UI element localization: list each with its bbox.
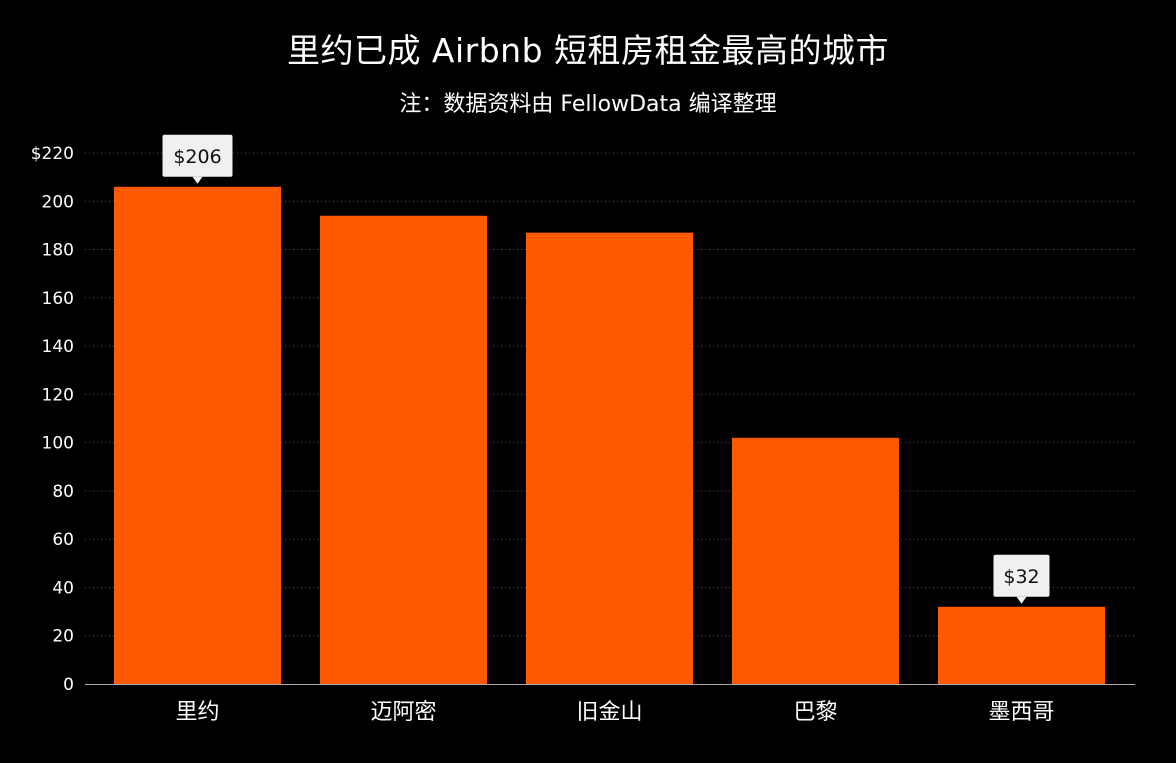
y-tick-label: $220 <box>31 144 74 164</box>
bar <box>732 437 899 684</box>
data-label-callout: $32 <box>993 554 1050 604</box>
y-tick-label: 60 <box>52 530 74 550</box>
data-label-callout: $206 <box>162 134 233 184</box>
x-category-label: 里约 <box>175 700 219 725</box>
x-axis-categories: 里约 迈阿密 旧金山 巴黎 墨西哥 <box>175 700 1054 725</box>
callout-box <box>993 554 1050 597</box>
callout-pointer <box>192 176 203 184</box>
y-axis-ticks: 0 20 40 60 80 100 120 140 160 180 200 $220 <box>31 144 74 695</box>
y-tick-label: 120 <box>42 385 74 405</box>
x-category-label: 墨西哥 <box>988 700 1054 725</box>
bar <box>938 606 1105 684</box>
y-tick-label: 20 <box>52 627 74 647</box>
bar <box>526 232 693 684</box>
x-category-label: 迈阿密 <box>370 700 436 725</box>
bar <box>114 186 281 685</box>
callout-box <box>162 134 233 177</box>
data-label-callouts: $206 $32 <box>162 134 1050 604</box>
y-tick-label: 160 <box>42 289 74 309</box>
y-tick-label: 200 <box>42 192 74 212</box>
x-category-label: 巴黎 <box>793 700 837 725</box>
bars <box>114 186 1105 685</box>
x-category-label: 旧金山 <box>576 700 642 725</box>
bar <box>320 215 487 684</box>
y-tick-label: 140 <box>42 337 74 357</box>
y-tick-label: 180 <box>42 241 74 261</box>
y-tick-label: 80 <box>52 482 74 502</box>
data-label: $206 <box>173 146 221 168</box>
chart-title: 里约已成 Airbnb 短租房租金最高的城市 <box>286 31 890 70</box>
y-tick-label: 40 <box>52 578 74 598</box>
data-label: $32 <box>1003 566 1039 588</box>
callout-pointer <box>1016 596 1027 604</box>
y-tick-label: 0 <box>63 675 74 695</box>
chart-subtitle: 注：数据资料由 FellowData 编译整理 <box>399 92 777 117</box>
y-tick-label: 100 <box>42 434 74 454</box>
